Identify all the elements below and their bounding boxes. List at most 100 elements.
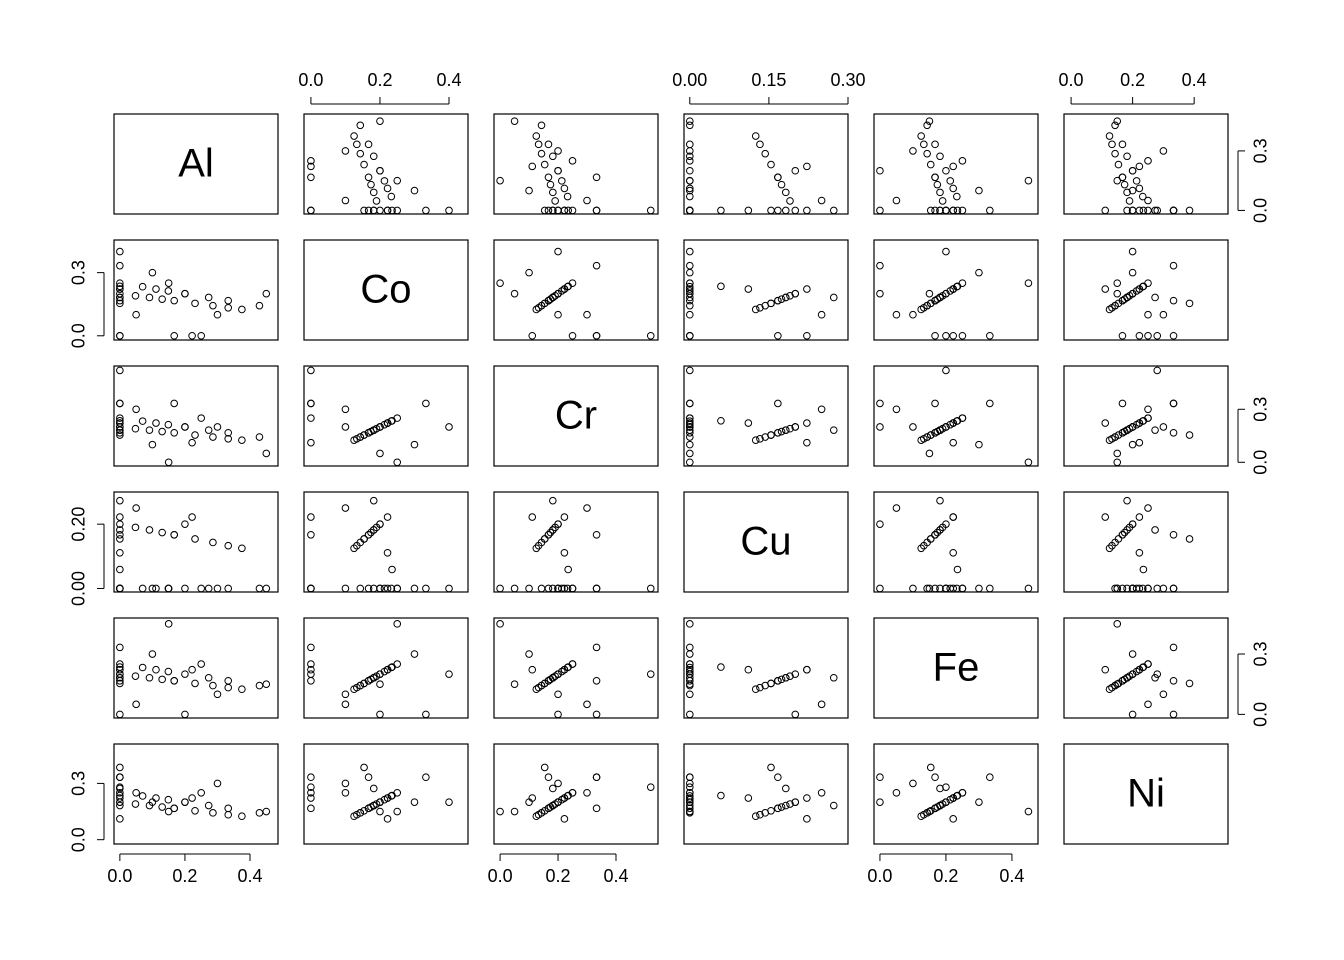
point bbox=[116, 282, 124, 291]
point bbox=[923, 149, 931, 158]
point bbox=[116, 535, 124, 543]
point bbox=[781, 673, 790, 682]
point bbox=[1144, 310, 1152, 319]
point bbox=[383, 665, 392, 674]
point bbox=[307, 783, 315, 791]
point bbox=[224, 296, 233, 305]
point bbox=[138, 282, 147, 291]
point bbox=[931, 773, 939, 782]
point bbox=[116, 496, 124, 505]
point bbox=[164, 287, 173, 295]
panel-frame bbox=[683, 491, 849, 593]
point bbox=[1144, 504, 1152, 512]
point bbox=[876, 773, 884, 782]
point bbox=[686, 643, 694, 652]
x-tick-label: 0.0 bbox=[1059, 70, 1084, 90]
x-tick-label: 0.4 bbox=[1182, 70, 1207, 90]
point bbox=[532, 812, 541, 821]
point bbox=[781, 426, 790, 434]
point bbox=[528, 162, 537, 171]
point bbox=[686, 650, 694, 658]
point bbox=[938, 197, 947, 205]
point bbox=[376, 520, 384, 528]
point bbox=[949, 184, 957, 193]
point bbox=[380, 177, 389, 185]
panel-frame bbox=[493, 617, 659, 719]
point bbox=[1185, 431, 1194, 439]
point bbox=[116, 293, 124, 302]
point bbox=[1153, 670, 1162, 678]
point bbox=[686, 289, 694, 298]
point bbox=[931, 399, 939, 408]
point bbox=[170, 399, 178, 408]
point bbox=[942, 783, 950, 791]
point bbox=[781, 801, 790, 810]
point bbox=[549, 152, 557, 161]
point bbox=[364, 140, 373, 149]
point bbox=[554, 166, 562, 175]
point bbox=[686, 147, 694, 155]
point bbox=[558, 177, 566, 185]
point bbox=[1185, 679, 1194, 688]
point bbox=[224, 584, 233, 593]
point bbox=[116, 815, 124, 823]
point bbox=[767, 431, 775, 439]
point bbox=[307, 676, 315, 685]
point bbox=[554, 584, 562, 593]
point bbox=[767, 160, 775, 169]
point bbox=[817, 700, 826, 709]
point bbox=[376, 206, 384, 215]
point bbox=[781, 188, 790, 197]
point bbox=[350, 132, 358, 140]
point bbox=[191, 535, 199, 543]
point bbox=[116, 794, 124, 802]
point bbox=[341, 196, 350, 205]
point bbox=[646, 670, 655, 678]
point bbox=[686, 261, 694, 270]
point bbox=[360, 535, 368, 543]
point bbox=[544, 676, 553, 685]
point bbox=[537, 149, 546, 158]
point bbox=[1125, 197, 1134, 205]
point bbox=[686, 186, 694, 195]
panel-frame bbox=[493, 239, 659, 341]
panel-frame bbox=[873, 365, 1039, 467]
point bbox=[540, 206, 549, 215]
point bbox=[116, 423, 124, 431]
point bbox=[393, 584, 402, 593]
point bbox=[777, 295, 786, 303]
point bbox=[540, 763, 549, 772]
point bbox=[544, 296, 553, 305]
point bbox=[164, 807, 173, 816]
point bbox=[686, 417, 694, 425]
point bbox=[540, 535, 549, 543]
point bbox=[1169, 206, 1178, 215]
point bbox=[1113, 680, 1122, 688]
point bbox=[116, 773, 124, 782]
point bbox=[777, 803, 786, 811]
point bbox=[767, 299, 775, 308]
point bbox=[1111, 433, 1119, 441]
point bbox=[549, 526, 557, 534]
x-tick-label: 0.30 bbox=[830, 70, 865, 90]
point bbox=[1128, 247, 1137, 256]
point bbox=[1128, 650, 1137, 658]
point bbox=[1132, 177, 1141, 185]
panel-frame bbox=[1063, 491, 1229, 593]
point bbox=[164, 795, 173, 804]
point bbox=[1135, 184, 1144, 193]
point bbox=[170, 676, 178, 685]
point bbox=[1113, 449, 1122, 458]
point bbox=[777, 180, 786, 189]
point bbox=[717, 282, 725, 291]
point bbox=[925, 807, 934, 816]
point bbox=[551, 197, 559, 205]
point bbox=[116, 247, 124, 256]
point bbox=[525, 584, 533, 593]
point bbox=[197, 331, 206, 340]
point bbox=[686, 670, 694, 678]
point bbox=[946, 584, 955, 593]
point bbox=[1151, 293, 1159, 302]
point bbox=[786, 672, 794, 680]
